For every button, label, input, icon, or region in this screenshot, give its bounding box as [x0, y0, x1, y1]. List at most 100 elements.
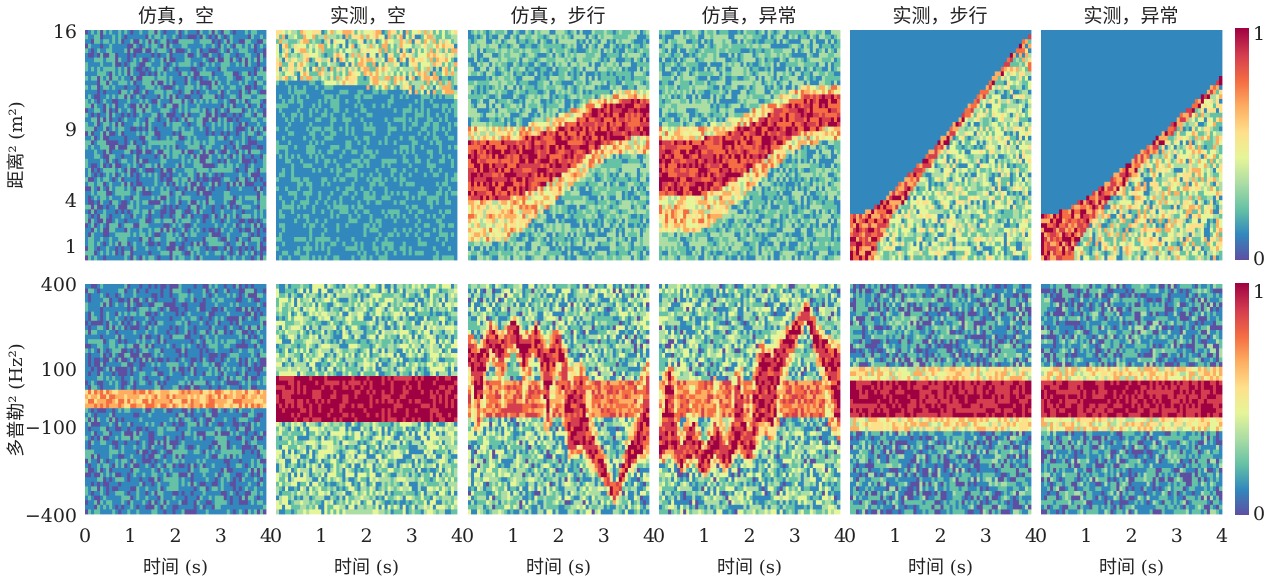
heatmap-cell: [115, 43, 119, 49]
heatmap-cell: [211, 237, 216, 242]
heatmap-cell: [142, 468, 146, 473]
heatmap-cell: [184, 339, 188, 345]
heatmap-cell: [127, 39, 131, 45]
heatmap-cell: [208, 112, 213, 118]
heatmap-cell: [211, 177, 216, 183]
heatmap-cell: [256, 94, 261, 100]
heatmap-cell: [178, 191, 182, 196]
heatmap-cell: [103, 103, 107, 109]
heatmap-cell: [190, 108, 194, 114]
heatmap-cell: [124, 353, 128, 358]
heatmap-cell: [148, 366, 152, 372]
heatmap-cell: [181, 343, 185, 349]
heatmap-cell: [130, 417, 134, 423]
heatmap-cell: [187, 103, 191, 109]
heatmap-cell: [202, 204, 207, 210]
heatmap-cell: [133, 177, 137, 183]
heatmap-cell: [85, 408, 89, 414]
heatmap-cell: [223, 181, 228, 187]
heatmap-cell: [205, 191, 210, 196]
heatmap-cell: [112, 417, 116, 423]
heatmap-cell: [127, 200, 131, 206]
heatmap-cell: [91, 449, 95, 455]
heatmap-cell: [106, 486, 110, 492]
heatmap-cell: [151, 491, 155, 496]
heatmap-cell: [103, 112, 107, 118]
heatmap-cell: [97, 255, 101, 261]
heatmap-cell: [160, 486, 164, 492]
heatmap-cell: [154, 325, 158, 331]
heatmap-cell: [106, 71, 110, 77]
heatmap-cell: [181, 293, 185, 299]
heatmap-cell: [238, 250, 243, 256]
heatmap-cell: [115, 89, 119, 95]
heatmap-cell: [175, 399, 179, 404]
heatmap-cell: [136, 250, 140, 256]
heatmap-cell: [211, 154, 216, 160]
heatmap-cell: [169, 491, 173, 496]
heatmap-cell: [133, 491, 137, 496]
heatmap-cell: [223, 214, 228, 219]
heatmap-cell: [130, 195, 134, 201]
heatmap-cell: [166, 131, 170, 137]
heatmap-cell: [196, 477, 201, 483]
heatmap-cell: [100, 255, 104, 261]
heatmap-cell: [190, 440, 194, 446]
heatmap-cell: [217, 149, 222, 155]
heatmap-cell: [226, 200, 231, 206]
heatmap-cell: [97, 246, 101, 252]
heatmap-cell: [154, 80, 158, 86]
heatmap-cell: [133, 218, 137, 224]
heatmap-cell: [214, 122, 219, 127]
heatmap-cell: [172, 66, 176, 72]
heatmap-cell: [154, 348, 158, 354]
heatmap-cell: [154, 477, 158, 483]
heatmap-cell: [127, 440, 131, 446]
heatmap-cell: [109, 343, 113, 349]
heatmap-cell: [256, 76, 261, 81]
heatmap-cell: [139, 227, 143, 233]
heatmap-cell: [166, 408, 170, 414]
heatmap-cell: [157, 486, 161, 492]
heatmap-cell: [187, 241, 191, 247]
heatmap-cell: [151, 311, 155, 317]
heatmap-cell: [187, 76, 191, 81]
heatmap-cell: [103, 380, 107, 386]
heatmap-cell: [226, 71, 231, 77]
heatmap-cell: [160, 204, 164, 210]
heatmap-cell: [196, 131, 201, 137]
heatmap-cell: [187, 380, 191, 386]
heatmap-cell: [151, 191, 155, 196]
heatmap-cell: [262, 214, 267, 219]
heatmap-cell: [262, 53, 267, 58]
heatmap-cell: [103, 250, 107, 256]
heatmap-cell: [199, 53, 204, 58]
heatmap-cell: [88, 140, 92, 146]
heatmap-cell: [241, 204, 246, 210]
heatmap-cell: [121, 94, 125, 100]
heatmap-cell: [145, 302, 149, 308]
heatmap-cell: [160, 472, 164, 478]
heatmap-cell: [94, 53, 98, 58]
heatmap-cell: [160, 218, 164, 224]
heatmap-cell: [220, 186, 225, 192]
heatmap-cell: [247, 241, 252, 247]
heatmap-cell: [220, 237, 225, 242]
heatmap-cell: [97, 158, 101, 164]
heatmap-cell: [85, 371, 89, 377]
heatmap-cell: [202, 440, 207, 446]
heatmap-cell: [157, 99, 161, 104]
heatmap-cell: [187, 62, 191, 68]
heatmap-cell: [157, 477, 161, 483]
heatmap-cell: [244, 227, 249, 233]
heatmap-cell: [262, 163, 267, 169]
heatmap-cell: [214, 76, 219, 81]
heatmap-cell: [133, 57, 137, 63]
heatmap-cell: [151, 246, 155, 252]
heatmap-cell: [106, 200, 110, 206]
heatmap-cell: [127, 320, 131, 326]
heatmap-cell: [157, 297, 161, 303]
heatmap-cell: [157, 500, 161, 506]
heatmap-cell: [211, 71, 216, 77]
heatmap-cell: [205, 209, 210, 215]
